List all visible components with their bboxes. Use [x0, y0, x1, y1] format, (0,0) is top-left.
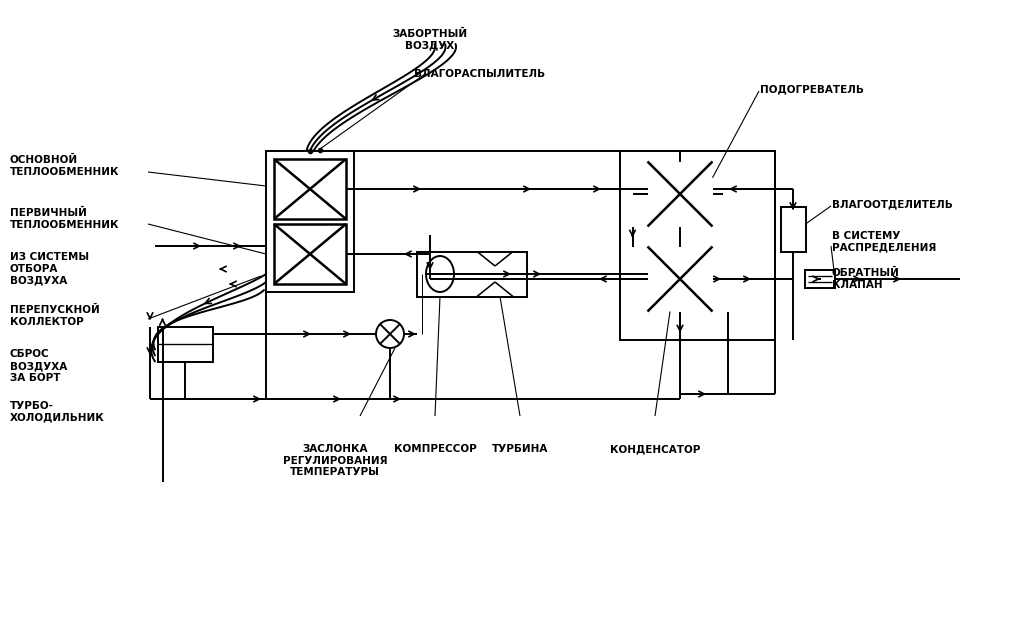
Text: ИЗ СИСТЕМЫ
ОТБОРА
ВОЗДУХА: ИЗ СИСТЕМЫ ОТБОРА ВОЗДУХА: [10, 252, 89, 285]
Text: КОМПРЕССОР: КОМПРЕССОР: [393, 444, 476, 454]
Bar: [266, 151, 354, 292]
Text: ВЛАГОРАСПЫЛИТЕЛЬ: ВЛАГОРАСПЫЛИТЕЛЬ: [415, 69, 546, 79]
Text: ВЛАГООТДЕЛИТЕЛЬ: ВЛАГООТДЕЛИТЕЛЬ: [831, 199, 952, 209]
Text: ЗАСЛОНКА
РЕГУЛИРОВАНИЯ
ТЕМПЕРАТУРЫ: ЗАСЛОНКА РЕГУЛИРОВАНИЯ ТЕМПЕРАТУРЫ: [283, 444, 387, 477]
Bar: [158, 327, 213, 361]
Text: ПЕРВИЧНЫЙ
ТЕПЛООБМЕННИК: ПЕРВИЧНЫЙ ТЕПЛООБМЕННИК: [10, 208, 120, 230]
Text: ТУРБИНА: ТУРБИНА: [492, 444, 548, 454]
Bar: [274, 224, 346, 284]
Bar: [780, 207, 806, 252]
Bar: [805, 270, 835, 288]
Bar: [620, 151, 775, 339]
Text: КОНДЕНСАТОР: КОНДЕНСАТОР: [610, 444, 700, 454]
Bar: [417, 252, 527, 297]
Bar: [274, 159, 346, 219]
Text: ОБРАТНЫЙ
КЛАПАН: ОБРАТНЫЙ КЛАПАН: [831, 268, 900, 290]
Text: В СИСТЕМУ
РАСПРЕДЕЛЕНИЯ: В СИСТЕМУ РАСПРЕДЕЛЕНИЯ: [831, 231, 936, 253]
Text: ЗАБОРТНЫЙ
ВОЗДУХ: ЗАБОРТНЫЙ ВОЗДУХ: [392, 29, 468, 51]
Circle shape: [376, 320, 404, 348]
Text: СБРОС
ВОЗДУХА
ЗА БОРТ: СБРОС ВОЗДУХА ЗА БОРТ: [10, 349, 68, 382]
Text: ТУРБО-
ХОЛОДИЛЬНИК: ТУРБО- ХОЛОДИЛЬНИК: [10, 401, 104, 423]
Text: ПЕРЕПУСКНОЙ
КОЛЛЕКТОР: ПЕРЕПУСКНОЙ КОЛЛЕКТОР: [10, 305, 99, 327]
Bar: [647, 162, 713, 226]
Text: ПОДОГРЕВАТЕЛЬ: ПОДОГРЕВАТЕЛЬ: [760, 84, 864, 94]
Bar: [647, 247, 713, 311]
Ellipse shape: [426, 256, 454, 292]
Text: ОСНОВНОЙ
ТЕПЛООБМЕННИК: ОСНОВНОЙ ТЕПЛООБМЕННИК: [10, 155, 120, 177]
